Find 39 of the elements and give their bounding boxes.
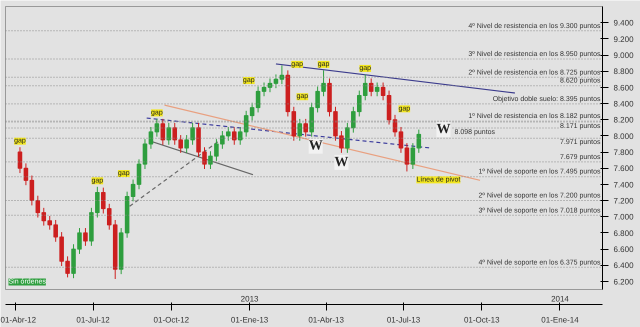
y-tick-label: 7.600 [614,164,634,174]
candlestick [166,122,172,146]
annotation: W [308,138,323,154]
y-tick-label: 6.600 [614,245,634,254]
y-tick-label: 6.200 [614,277,634,286]
y-tick-label: 6.400 [614,261,634,270]
x-tick-label: 01-Abr-13 [308,316,344,324]
y-tick-label: 8.000 [614,132,634,141]
x2-tick-label: 2014 [551,294,570,304]
candlestick [303,118,308,138]
y-tick-label: 9.000 [614,51,634,60]
y-tick-label: 9.200 [614,34,634,44]
y-tick-label: 9.400 [614,18,634,28]
annotation: W [334,154,348,170]
x-tick-label: 01-Ene-13 [230,316,269,324]
candlestick [297,118,302,142]
y-tick-label: 8.800 [614,67,634,76]
y-tick-label: 7.000 [614,212,634,222]
candlestick [374,82,380,97]
candlestick [345,122,350,154]
candlestick [83,228,88,246]
x2-tick-label: 2013 [240,294,260,304]
y-tick-label: 7.400 [614,180,634,190]
x-tick-label: 01-Jul-13 [386,316,421,324]
y-tick-label: 8.600 [614,83,634,92]
y-tick-label: 6.800 [614,228,634,238]
annotation: W [436,122,450,138]
y-tick-label: 7.800 [614,148,634,158]
candlestick [232,126,237,146]
x-tick-label: 01-Abr-12 [0,316,37,324]
y-tick-label: 8.400 [614,100,634,109]
y-tick-label: 8.200 [614,116,634,125]
candlestick [368,78,374,97]
x-tick-label: 01-Jul-12 [76,316,110,324]
x-tick-label: 01-Oct-12 [154,316,190,324]
x-tick-label: 01-Oct-13 [464,316,500,324]
candlestick [160,118,166,146]
x-tick-label: 01-Ene-14 [541,316,580,324]
y-tick-label: 7.200 [614,196,634,206]
